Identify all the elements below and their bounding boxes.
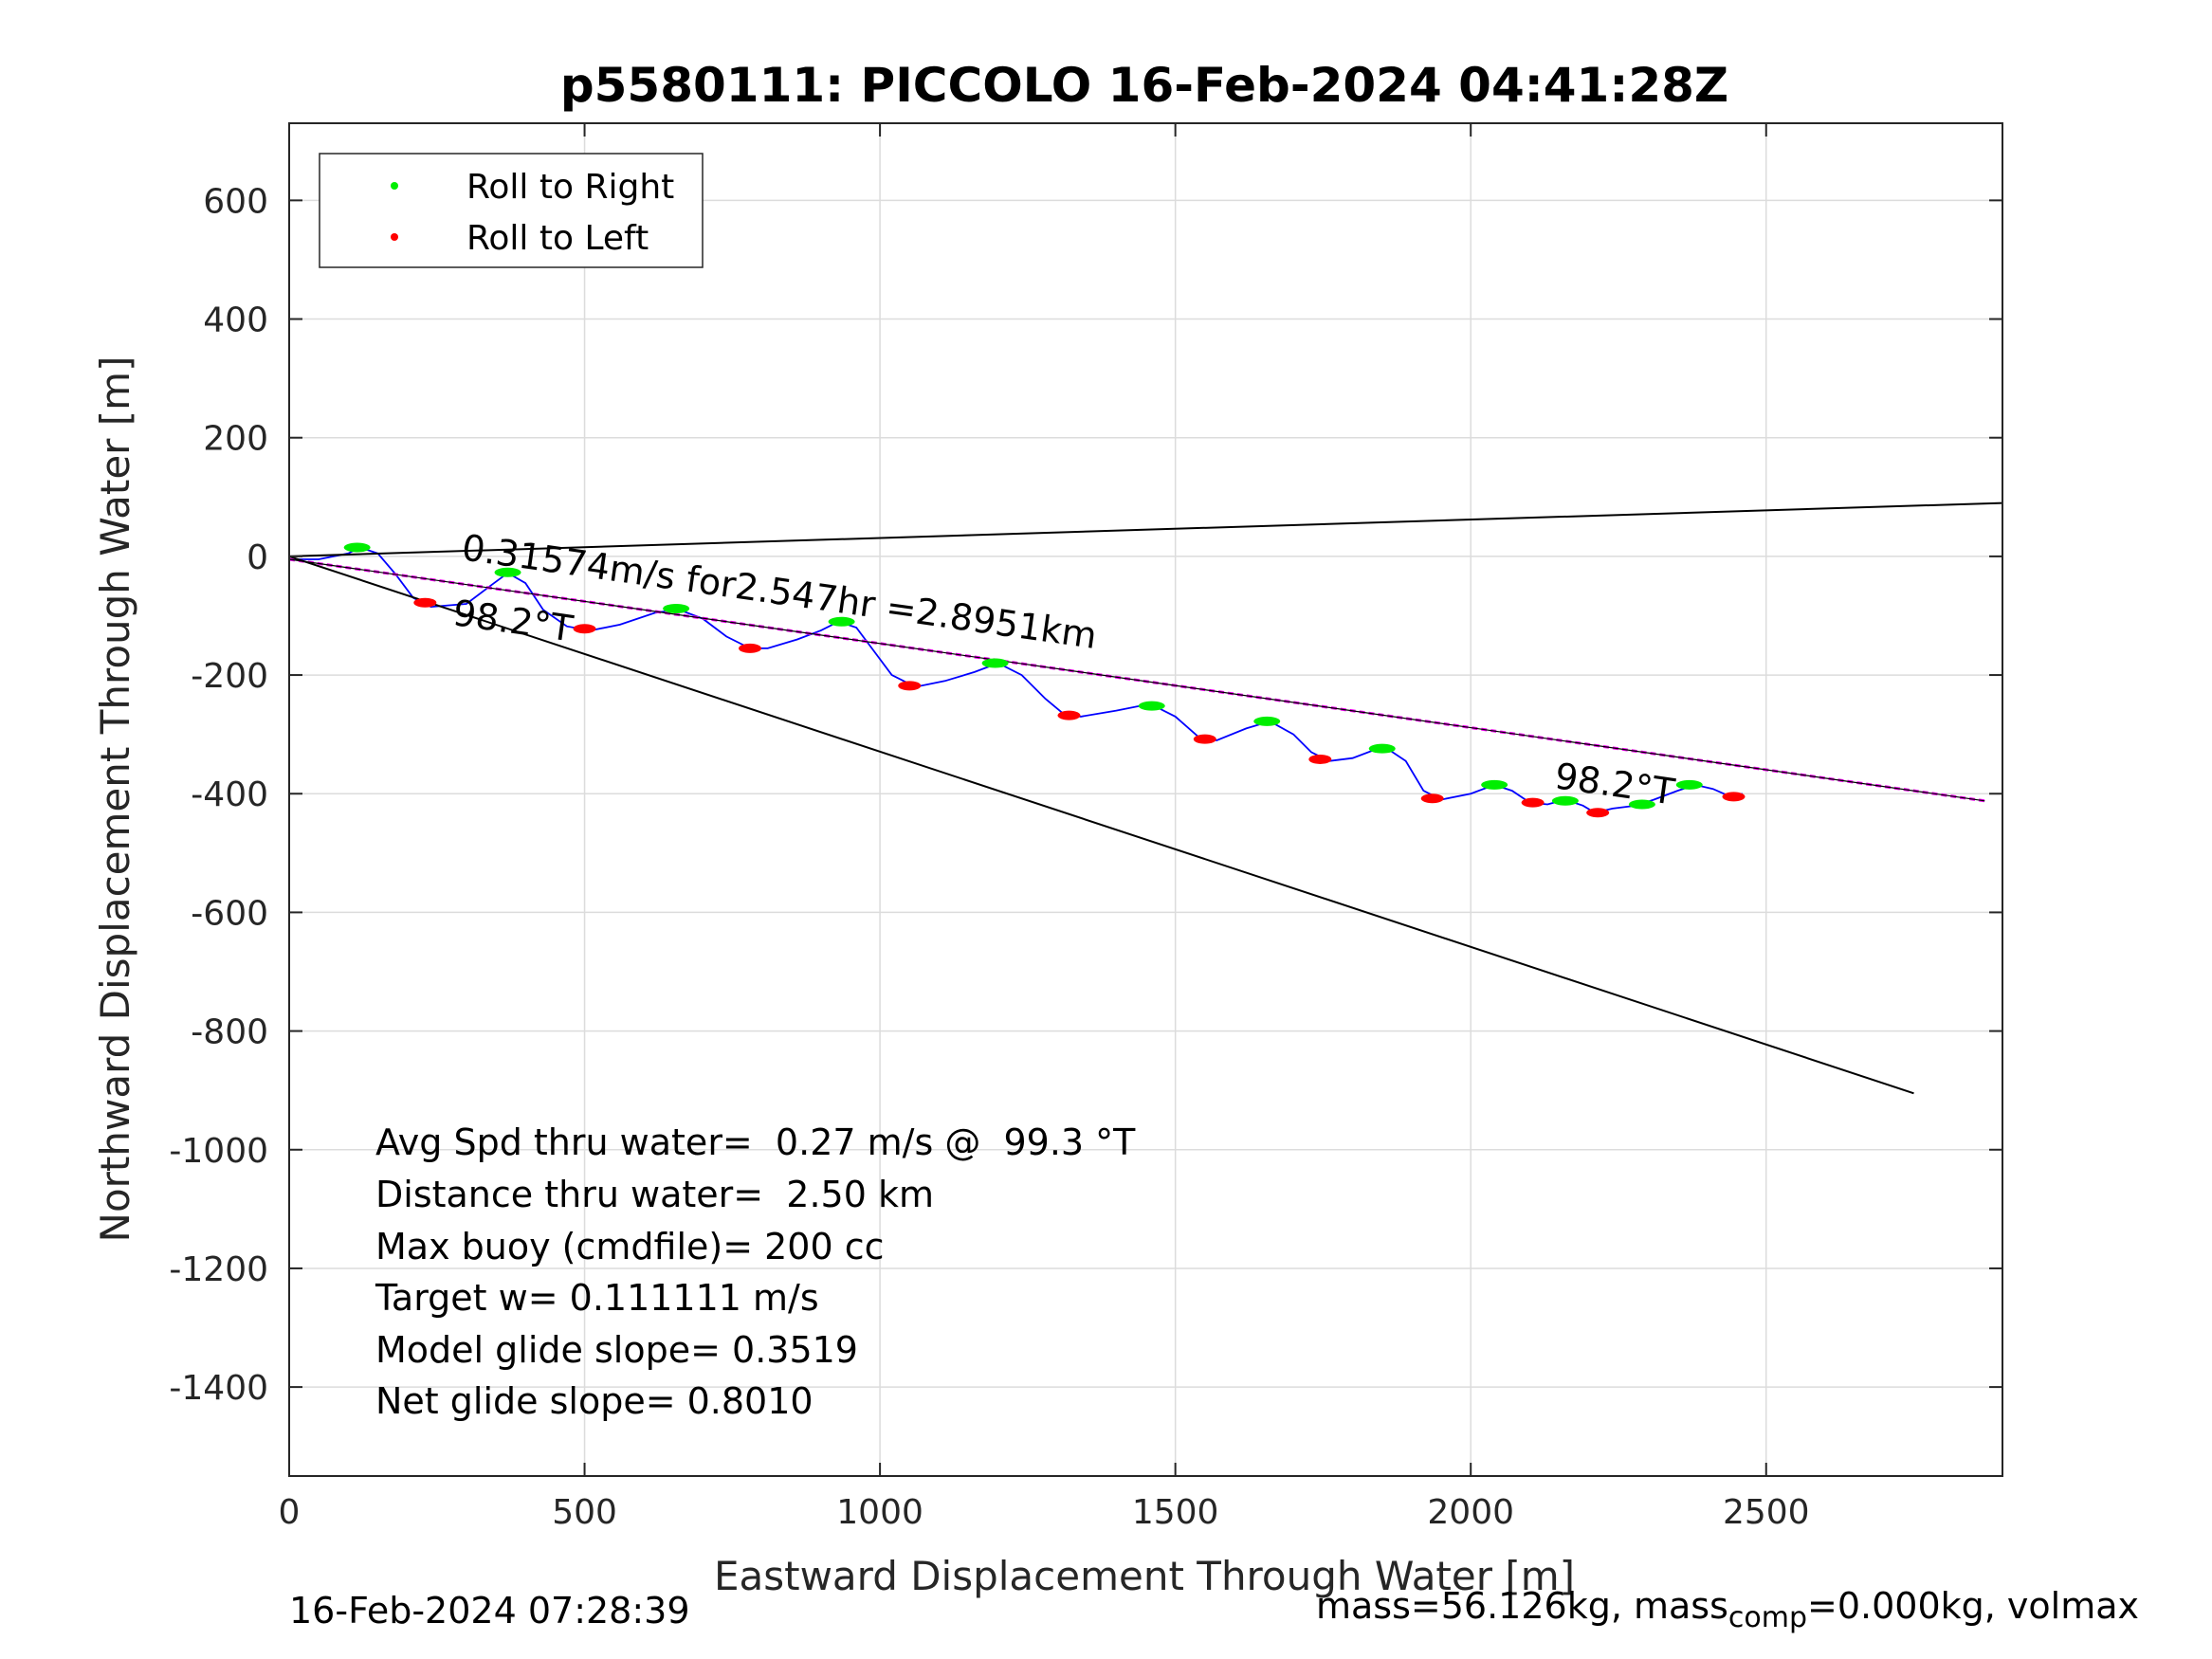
- heading-line: [288, 558, 1985, 802]
- roll-left-point: [413, 597, 437, 608]
- y-tick-label: -1400: [169, 1369, 268, 1408]
- stat-target-w: Target w= 0.111111 m/s: [375, 1277, 819, 1319]
- y-ticks: 600 400 200 0 -200 -400 -600 -800 -1000 -1200 -140…: [169, 182, 2002, 1408]
- footer-mass-info: mass=56.126kg, masscomp=0.000kg, volmax: [1316, 1585, 2139, 1634]
- roll-points: [343, 542, 1746, 818]
- roll-left-point: [1420, 793, 1444, 804]
- footer-mass-sub: comp: [1728, 1601, 1807, 1634]
- stats-block: Avg Spd thru water= 0.27 m/s @ 99.3 °T D…: [375, 1121, 1136, 1422]
- y-tick-label: -200: [191, 657, 268, 696]
- roll-left-point: [1586, 808, 1610, 818]
- legend-roll-right-marker: [391, 182, 398, 190]
- roll-right-point: [1253, 716, 1281, 726]
- roll-right-point: [1481, 779, 1508, 790]
- y-tick-label: 400: [203, 301, 268, 340]
- footer-mass-main: mass=56.126kg, mass: [1316, 1585, 1728, 1627]
- roll-right-point: [1675, 779, 1703, 790]
- x-tick-label: 2500: [1723, 1493, 1810, 1532]
- stat-distance: Distance thru water= 2.50 km: [375, 1174, 934, 1215]
- roll-left-point: [1057, 710, 1081, 720]
- roll-left-point: [1722, 792, 1746, 802]
- roll-left-point: [898, 681, 922, 691]
- x-tick-label: 1000: [836, 1493, 923, 1532]
- grid: [288, 123, 2002, 1476]
- legend: Roll to Right Roll to Left: [319, 153, 704, 268]
- roll-left-point: [1308, 754, 1332, 764]
- roll-left-point: [1521, 797, 1545, 808]
- roll-right-point: [343, 542, 371, 553]
- bound-line-lower: [288, 555, 1914, 1095]
- roll-left-point: [739, 643, 762, 653]
- plot-frame: [288, 122, 2003, 1477]
- roll-right-point: [1138, 701, 1165, 711]
- roll-right-point: [663, 603, 690, 613]
- roll-right-point: [981, 658, 1009, 668]
- stat-net-glide-slope: Net glide slope= 0.8010: [375, 1380, 814, 1422]
- y-tick-label: 600: [203, 182, 268, 221]
- y-tick-label: -1000: [169, 1132, 268, 1171]
- track-line: [289, 546, 1744, 814]
- y-tick-label: -400: [191, 775, 268, 814]
- x-tick-label: 2000: [1427, 1493, 1514, 1532]
- footer-timestamp: 16-Feb-2024 07:28:39: [289, 1590, 690, 1632]
- x-tick-label: 0: [279, 1493, 301, 1532]
- bound-line-upper: [288, 501, 2003, 557]
- x-tick-label: 1500: [1132, 1493, 1219, 1532]
- legend-roll-right-label: Roll to Right: [466, 168, 674, 207]
- y-tick-label: -800: [191, 1013, 268, 1052]
- legend-roll-left-marker: [391, 233, 398, 241]
- stat-model-glide-slope: Model glide slope= 0.3519: [375, 1329, 858, 1371]
- stat-max-buoy: Max buoy (cmdfile)= 200 cc: [375, 1226, 885, 1267]
- roll-right-point: [1551, 795, 1579, 806]
- legend-roll-left-label: Roll to Left: [466, 219, 649, 258]
- roll-right-point: [1368, 743, 1396, 754]
- legend-box: [319, 153, 704, 268]
- x-tick-label: 500: [552, 1493, 617, 1532]
- roll-right-point: [1628, 799, 1655, 810]
- y-tick-label: 200: [203, 420, 268, 459]
- stat-avg-speed: Avg Spd thru water= 0.27 m/s @ 99.3 °T: [375, 1121, 1136, 1163]
- x-ticks: 0 500 1000 1500 2000 2500: [279, 123, 1810, 1532]
- roll-right-point: [828, 616, 855, 627]
- y-tick-label: -600: [191, 894, 268, 933]
- footer-mass-tail: =0.000kg, volmax: [1807, 1585, 2139, 1627]
- roll-left-point: [1193, 734, 1216, 744]
- chart-title: p5580111: PICCOLO 16-Feb-2024 04:41:28Z: [560, 58, 1728, 113]
- roll-right-point: [494, 567, 521, 577]
- y-tick-label: 0: [247, 538, 268, 577]
- x-axis-label: Eastward Displacement Through Water [m]: [714, 1553, 1575, 1599]
- y-tick-label: -1200: [169, 1250, 268, 1289]
- plot-lines: [288, 501, 2003, 1095]
- roll-left-point: [573, 624, 596, 634]
- y-axis-label: Northward Displacement Through Water [m]: [92, 356, 138, 1243]
- annotation-text: 98.2°T: [450, 592, 576, 649]
